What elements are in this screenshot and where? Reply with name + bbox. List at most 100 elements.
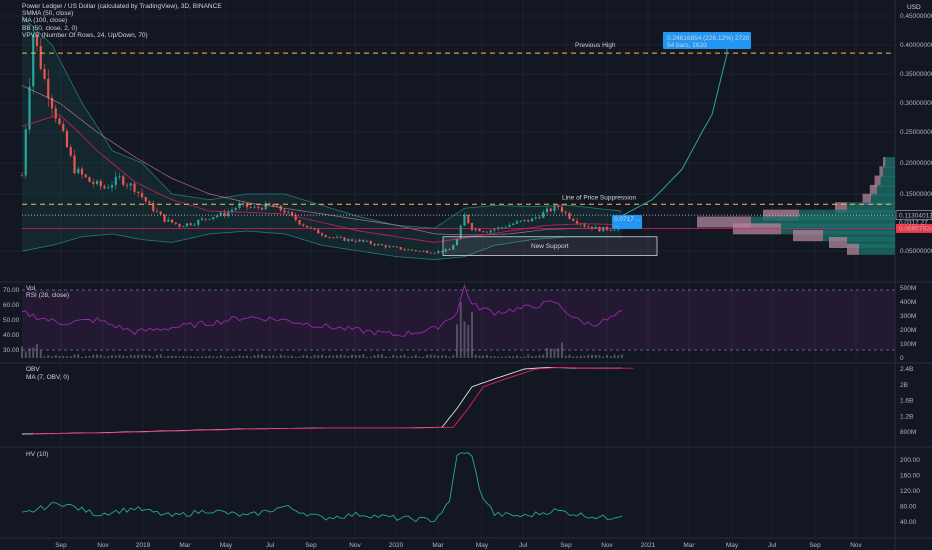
- time-tick-17: Jul: [768, 542, 777, 549]
- volume-bar: [602, 356, 605, 358]
- volume-bar: [564, 355, 567, 358]
- volume-bar: [182, 355, 185, 358]
- volume-bar: [178, 356, 181, 358]
- volume-bar: [39, 350, 42, 358]
- candle-body: [452, 245, 455, 250]
- volume-bar: [193, 356, 196, 358]
- hv-line: [21, 452, 623, 523]
- candle-body: [414, 250, 417, 252]
- candle-body: [444, 249, 447, 252]
- price-tick-6: 0.15000000: [900, 191, 932, 198]
- volume-bar: [482, 355, 485, 358]
- volume-bar: [253, 355, 256, 358]
- candle-body: [65, 130, 69, 147]
- candle-body: [257, 206, 260, 208]
- candle-body: [534, 217, 537, 219]
- candle-body: [47, 78, 50, 99]
- volume-bar: [324, 355, 327, 358]
- chart-title[interactable]: Power Ledger / US Dollar (calculated by …: [22, 3, 222, 10]
- legend-vpvr[interactable]: VPVR (Number Of Rows, 24, Up/Down, 70): [22, 31, 148, 39]
- candle-body: [54, 108, 57, 119]
- volume-bar: [197, 356, 200, 358]
- candle-body: [467, 214, 470, 224]
- candle-body: [437, 251, 440, 254]
- entry-box-line2: ...: [614, 222, 620, 229]
- volume-bar: [549, 348, 552, 358]
- volume-bar: [583, 355, 586, 358]
- volume-bar: [156, 354, 158, 358]
- candle-body: [189, 223, 192, 225]
- legend-bb[interactable]: BB (50, close, 2, 0): [22, 24, 78, 32]
- volume-bar: [347, 355, 350, 358]
- volume-bar: [343, 355, 346, 358]
- vpvr-row-down-3: [869, 184, 877, 196]
- volume-bar: [103, 356, 106, 358]
- candle-body: [212, 217, 215, 219]
- candle-body: [553, 205, 556, 212]
- candle-body: [542, 212, 545, 218]
- volume-bar: [69, 356, 72, 358]
- vpvr-row-down-0: [883, 157, 886, 168]
- hv-tick-1: 160.00: [900, 473, 920, 480]
- time-tick-9: Mar: [432, 542, 444, 549]
- volume-bar: [538, 355, 541, 358]
- candle-body: [598, 226, 601, 232]
- vpvr-row-up-10: [847, 237, 895, 249]
- candle-body: [103, 186, 106, 189]
- candle-body: [407, 249, 410, 251]
- candle-body: [392, 246, 395, 248]
- volume-bar: [96, 354, 98, 358]
- vol-pane-label[interactable]: Vol: [26, 285, 36, 292]
- obv-ma-label[interactable]: MA (7, OBV, 0): [26, 374, 70, 381]
- price-tick-5: 0.20000000: [900, 160, 932, 167]
- candle-body: [110, 185, 114, 188]
- candle-body: [538, 217, 541, 219]
- smma-line: [21, 114, 623, 243]
- volume-bar: [81, 356, 83, 358]
- rsi-pane-label[interactable]: RSI (28, close): [26, 292, 69, 299]
- volume-bar: [73, 354, 76, 358]
- volume-bar: [223, 356, 226, 358]
- volume-bar: [208, 355, 211, 358]
- candle-body: [283, 210, 286, 213]
- volume-bar: [467, 324, 470, 358]
- volume-bar: [594, 354, 597, 358]
- vpvr-row-up-0: [885, 157, 895, 168]
- volume-bar: [426, 354, 428, 358]
- volume-bar: [474, 354, 477, 358]
- volume-bar: [219, 355, 222, 358]
- vpvr-row-up-3: [877, 184, 895, 196]
- candle-body: [73, 155, 76, 174]
- volume-bar: [294, 356, 297, 358]
- obv-pane-label[interactable]: OBV: [26, 366, 40, 373]
- candle-body: [122, 176, 125, 185]
- volume-bar: [399, 355, 402, 358]
- volume-tick-4: 100M: [900, 341, 916, 348]
- volume-bar: [579, 355, 582, 358]
- chart-header: Power Ledger / US Dollar (calculated by …: [22, 3, 222, 39]
- volume-bar: [122, 355, 125, 358]
- volume-bar: [527, 354, 530, 358]
- vpvr-row-up-9: [823, 230, 895, 242]
- volume-bar: [403, 354, 406, 358]
- volume-bar: [47, 355, 50, 358]
- legend-ma[interactable]: MA (100, close): [22, 17, 68, 25]
- candle-body: [557, 205, 560, 208]
- legend-smma[interactable]: SMMA (50, close): [22, 10, 74, 18]
- candle-body: [575, 220, 579, 224]
- hv-pane-label[interactable]: HV (10): [26, 451, 49, 458]
- candle-body: [62, 124, 65, 131]
- candle-body: [92, 182, 95, 184]
- vpvr-row-down-5: [835, 202, 847, 214]
- volume-bar: [523, 356, 526, 358]
- time-tick-4: May: [220, 542, 233, 549]
- vpvr-row-up-8: [781, 223, 895, 235]
- volume-bar: [272, 355, 275, 358]
- volume-bar: [204, 356, 207, 358]
- volume-bar: [459, 301, 462, 358]
- candle-body: [328, 236, 331, 238]
- new-support-box: [442, 236, 658, 256]
- projection-curve: [621, 53, 728, 217]
- candle-body: [272, 204, 275, 207]
